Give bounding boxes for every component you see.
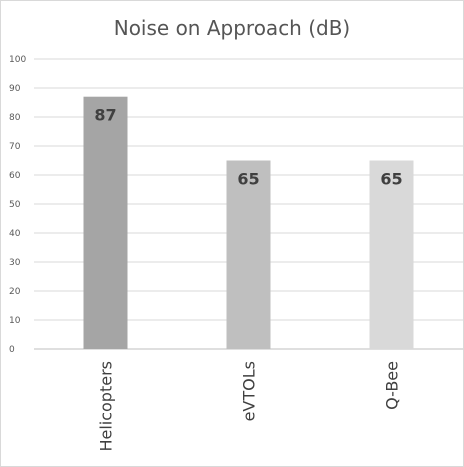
y-tick-label: 30 <box>9 258 21 268</box>
bar-evtols <box>226 160 271 349</box>
bars <box>83 96 414 349</box>
data-label: 65 <box>237 170 259 189</box>
y-tick-label: 20 <box>9 287 21 297</box>
data-label: 87 <box>94 106 116 125</box>
y-axis-tick-labels: 0 10 20 30 40 50 60 70 80 90 100 <box>9 55 26 355</box>
y-tick-label: 60 <box>9 171 21 181</box>
y-tick-label: 70 <box>9 142 21 152</box>
chart-title: Noise on Approach (dB) <box>114 16 351 40</box>
bar-q-bee <box>369 160 414 349</box>
y-tick-label: 10 <box>9 316 21 326</box>
bar-helicopters <box>83 96 128 349</box>
category-label: eVTOLs <box>240 361 259 421</box>
data-label: 65 <box>380 170 402 189</box>
x-axis-category-labels: Helicopters eVTOLs Q-Bee <box>97 361 402 452</box>
y-tick-label: 50 <box>9 200 21 210</box>
data-labels: 87 65 65 <box>94 106 402 189</box>
category-label: Q-Bee <box>383 361 402 410</box>
y-tick-label: 80 <box>9 113 21 123</box>
y-tick-label: 90 <box>9 84 21 94</box>
y-tick-label: 100 <box>9 55 26 65</box>
y-tick-label: 0 <box>9 345 15 355</box>
category-label: Helicopters <box>97 361 116 452</box>
y-tick-label: 40 <box>9 229 21 239</box>
